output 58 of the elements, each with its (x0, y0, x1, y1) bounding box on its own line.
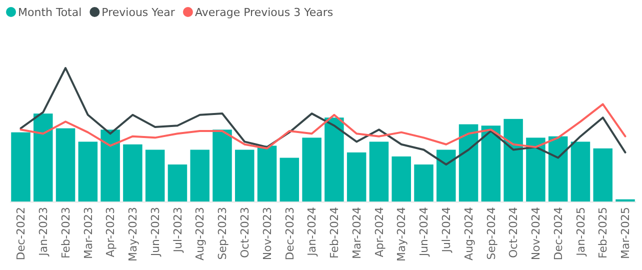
bar (145, 150, 165, 202)
x-tick-label: Dec-2022 (14, 207, 28, 260)
bar (548, 136, 568, 202)
bar (11, 132, 30, 202)
x-tick-label: Aug-2023 (194, 207, 207, 260)
bar (302, 138, 322, 202)
x-tick-label: Jul-2023 (171, 207, 184, 254)
legend-label: Month Total (18, 6, 82, 19)
bar (235, 150, 254, 202)
bar (190, 150, 210, 202)
x-tick-label: Nov-2023 (260, 207, 274, 260)
x-tick-label: Sep-2024 (484, 207, 498, 260)
x-tick-label: Nov-2024 (530, 207, 543, 260)
bar (369, 142, 389, 202)
bar (123, 144, 142, 202)
x-tick-label: Jan-2024 (306, 207, 319, 257)
x-tick-label: Jun-2024 (418, 207, 431, 258)
x-tick-label: Aug-2024 (462, 207, 476, 260)
bar (458, 124, 478, 202)
legend-label: Previous Year (102, 6, 176, 19)
bar (392, 156, 411, 202)
bar (56, 128, 76, 202)
bar (212, 130, 232, 202)
bar (593, 148, 612, 202)
x-tick-label: Dec-2024 (552, 207, 565, 260)
x-tick-label: May-2023 (126, 207, 140, 262)
bar (436, 150, 456, 202)
bar (346, 152, 366, 202)
x-tick-label: Mar-2024 (350, 207, 364, 260)
x-tick-label: Apr-2023 (104, 207, 118, 258)
bar (481, 126, 501, 202)
bar (504, 118, 523, 202)
bar (324, 118, 344, 202)
bar (168, 164, 188, 202)
x-tick-label: Jan-2025 (574, 207, 588, 257)
x-tick-label: Oct-2023 (238, 207, 252, 258)
x-tick-label: Jun-2023 (148, 207, 162, 258)
x-tick-label: Feb-2023 (59, 207, 72, 258)
bar (34, 114, 53, 202)
x-tick-label: Jul-2024 (440, 207, 453, 254)
bar (280, 158, 300, 202)
legend-label: Average Previous 3 Years (194, 6, 334, 19)
x-tick-label: Dec-2023 (283, 207, 296, 260)
bar (526, 138, 546, 202)
x-tick-label: Sep-2023 (216, 207, 230, 260)
x-tick-label: May-2024 (395, 207, 408, 262)
x-tick-label: Apr-2024 (372, 207, 386, 258)
bar (100, 130, 120, 202)
x-tick-label: Jan-2023 (36, 207, 50, 257)
x-tick-label: Mar-2025 (619, 207, 632, 260)
x-tick-label: Mar-2023 (82, 207, 95, 260)
x-tick-label: Feb-2024 (328, 207, 342, 258)
x-tick-label: Oct-2024 (507, 207, 520, 258)
bar (257, 146, 277, 202)
bar (78, 142, 98, 202)
bar (570, 142, 590, 202)
bar (414, 164, 434, 202)
x-tick-label: Feb-2025 (596, 207, 610, 258)
